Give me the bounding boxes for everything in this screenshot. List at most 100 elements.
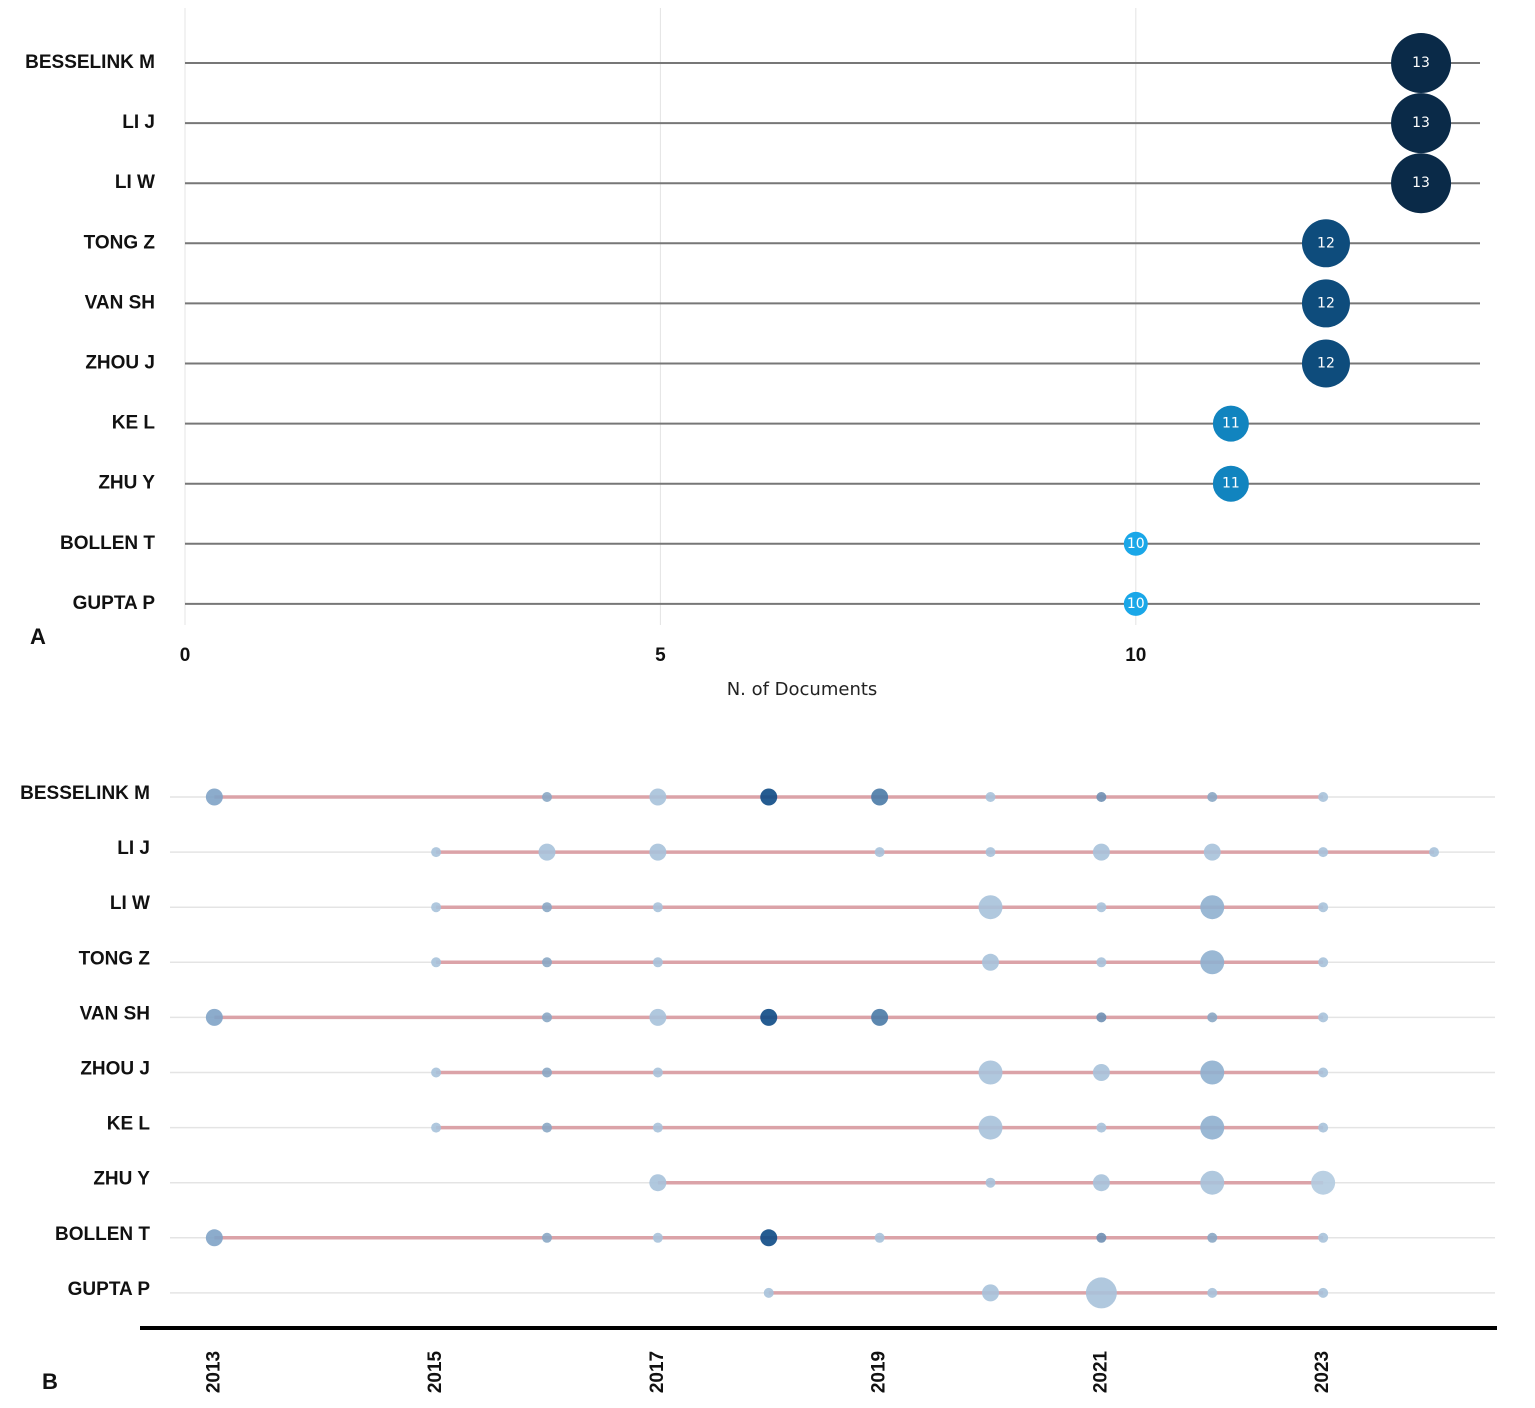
y-tick-label: ZHU Y — [98, 473, 155, 494]
value-label: 10 — [1127, 596, 1145, 612]
y-tick-label: LI W — [115, 172, 155, 193]
bubble — [541, 1067, 552, 1078]
lollipop-dot — [1123, 531, 1148, 556]
x-tick-label: 0 — [180, 645, 191, 666]
bubble — [1318, 1122, 1329, 1133]
bubble — [1096, 792, 1107, 802]
lollipop-dot — [1391, 153, 1452, 214]
y-tick-label: ZHOU J — [85, 353, 155, 374]
bubble — [541, 792, 552, 802]
bubble — [871, 1008, 889, 1026]
bubble — [1318, 902, 1329, 913]
bubble — [982, 953, 1000, 971]
bubble — [652, 957, 663, 968]
panel-label: A — [30, 624, 46, 649]
bubble — [431, 957, 442, 968]
bubble — [874, 847, 885, 858]
bubble — [649, 843, 667, 861]
value-label: 12 — [1317, 356, 1335, 372]
bubble — [541, 902, 552, 913]
value-label: 10 — [1127, 536, 1145, 552]
bubble — [760, 1229, 778, 1247]
bubble — [1318, 1287, 1329, 1298]
bubble — [1096, 902, 1107, 913]
value-label: 11 — [1222, 476, 1240, 492]
lollipop-dot — [1391, 33, 1452, 93]
bubble — [1207, 1287, 1218, 1298]
bubble — [1092, 1174, 1110, 1192]
y-tick-label: VAN SH — [85, 292, 155, 313]
lollipop-dot — [1391, 93, 1452, 154]
y-tick-label: BOLLEN T — [55, 1224, 150, 1245]
lollipop-dot — [1212, 405, 1249, 442]
bubble — [760, 1008, 778, 1026]
bubble — [538, 843, 556, 861]
y-tick-label: BOLLEN T — [60, 533, 155, 554]
y-tick-label: GUPTA P — [68, 1279, 151, 1300]
bubble — [1311, 1170, 1336, 1195]
x-axis-title: N. of Documents — [727, 679, 878, 700]
bubble — [541, 1012, 552, 1023]
x-tick-label: 2021 — [1090, 1350, 1111, 1393]
y-tick-label: ZHOU J — [80, 1059, 150, 1080]
value-label: 13 — [1412, 115, 1430, 131]
y-tick-label: BESSELINK M — [25, 52, 155, 73]
y-tick-label: TONG Z — [84, 232, 156, 253]
lollipop-dot — [1301, 219, 1350, 268]
bubble — [652, 1122, 663, 1133]
value-label: 12 — [1317, 235, 1335, 251]
panel-label: B — [42, 1369, 58, 1394]
bubble — [1096, 1122, 1107, 1133]
bubble — [541, 1232, 552, 1243]
bubble — [431, 1067, 442, 1078]
bubble — [652, 902, 663, 913]
bubble — [985, 792, 996, 802]
bubble — [1085, 1277, 1117, 1309]
bubble — [1203, 843, 1221, 861]
bubble — [431, 902, 442, 913]
bubble — [1092, 843, 1110, 861]
bubble — [985, 1177, 996, 1188]
bubble — [1096, 1012, 1107, 1023]
bubble — [1318, 792, 1329, 802]
bubble — [652, 1067, 663, 1078]
bubble — [649, 1174, 667, 1192]
y-tick-label: LI J — [117, 838, 150, 859]
bubble — [985, 847, 996, 858]
lollipop-dot — [1212, 465, 1249, 502]
bubble — [205, 788, 223, 806]
bubble — [760, 788, 778, 806]
bubble — [1092, 1064, 1110, 1081]
x-tick-label: 2019 — [869, 1351, 890, 1393]
x-tick-label: 2015 — [425, 1350, 446, 1393]
bubble — [1200, 950, 1225, 975]
y-tick-label: LI W — [110, 893, 150, 914]
y-tick-label: GUPTA P — [73, 593, 156, 614]
y-tick-label: VAN SH — [80, 1003, 150, 1024]
bubble — [1200, 895, 1225, 920]
bubble — [978, 1115, 1003, 1140]
x-tick-label: 2023 — [1312, 1351, 1333, 1393]
bubble — [205, 1008, 223, 1026]
y-tick-label: KE L — [107, 1114, 151, 1135]
y-tick-label: BESSELINK M — [20, 783, 150, 804]
bubble — [1318, 1012, 1329, 1023]
bubble — [871, 788, 889, 806]
bubble — [978, 895, 1003, 920]
x-tick-label: 5 — [655, 645, 666, 666]
bubble — [1200, 1115, 1225, 1140]
bubble — [649, 788, 667, 806]
bubble — [1318, 1232, 1329, 1243]
bubble — [978, 1060, 1003, 1085]
bubble — [1096, 1232, 1107, 1243]
lollipop-dot — [1301, 339, 1350, 388]
x-tick-label: 10 — [1125, 645, 1146, 666]
bubble — [205, 1229, 223, 1247]
y-tick-label: ZHU Y — [93, 1169, 150, 1190]
bubble — [649, 1008, 667, 1026]
bubble — [1207, 1012, 1218, 1023]
value-label: 12 — [1317, 295, 1335, 311]
bubble — [541, 957, 552, 968]
bubble — [763, 1287, 774, 1298]
